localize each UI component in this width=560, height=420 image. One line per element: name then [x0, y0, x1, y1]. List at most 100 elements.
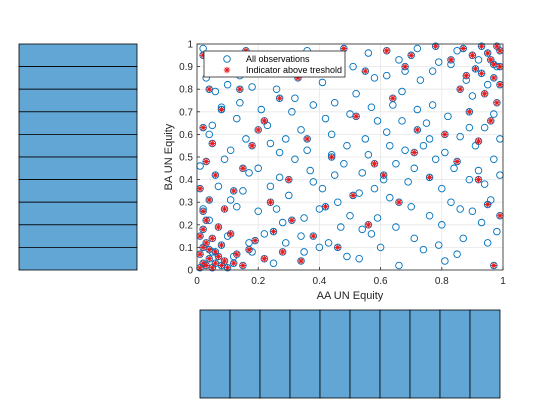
observation-point: [327, 130, 336, 139]
indicator-point: [362, 67, 369, 75]
observation-point: [214, 182, 223, 191]
indicator-point-circle: [389, 94, 397, 102]
indicator-point: [389, 95, 397, 102]
indicator-point: [487, 117, 494, 125]
indicator-point: [460, 45, 467, 52]
indicator-point-circle: [217, 105, 226, 114]
indicator-point: [212, 260, 219, 267]
observation-point: [419, 141, 428, 150]
y-tick-label: 0.1: [179, 243, 193, 254]
indicator-point-circle: [303, 135, 311, 143]
indicator-point: [221, 205, 228, 213]
indicator-point: [490, 61, 498, 68]
observation-point: [401, 146, 409, 154]
bottom-hist-bar: [469, 309, 501, 399]
y-axis-label: BA UN Equity: [163, 123, 175, 190]
legend[interactable]: All observations Indicator above treshol…: [203, 50, 346, 78]
indicator-point-circle: [361, 67, 370, 75]
bottom-marginal-histogram: [199, 309, 501, 399]
observation-point: [364, 150, 373, 159]
observation-point: [306, 166, 314, 175]
observation-point: [456, 205, 464, 213]
indicator-point: [209, 235, 216, 242]
indicator-point-circle: [477, 42, 486, 51]
observation-point: [425, 135, 434, 143]
indicator-point-circle: [410, 148, 419, 157]
left-hist-bar: [18, 201, 138, 226]
observation-point: [223, 80, 232, 89]
indicator-point: [493, 99, 501, 106]
indicator-point: [475, 137, 482, 145]
indicator-point: [267, 199, 274, 206]
indicator-point: [245, 246, 253, 253]
bottom-hist-bar: [199, 309, 231, 399]
observation-point: [303, 146, 311, 154]
indicator-point: [447, 56, 455, 64]
observation-point: [337, 223, 345, 231]
observation-point: [395, 261, 403, 270]
indicator-point-circle: [493, 42, 501, 51]
indicator-point: [279, 248, 286, 256]
y-tick-label: 0.2: [179, 220, 193, 231]
observation-point: [330, 99, 339, 107]
indicator-point: [401, 63, 409, 70]
indicator-point-circle: [202, 216, 210, 225]
x-tick-label: 0.4: [312, 276, 326, 287]
observation-point: [428, 101, 437, 109]
legend-label-indicator: Indicator above treshold: [246, 65, 342, 75]
observation-point: [330, 171, 339, 179]
bottom-hist-bar: [289, 309, 321, 399]
indicator-point-circle: [477, 69, 486, 78]
indicator-point-circle: [425, 173, 434, 182]
observation-point: [404, 178, 412, 186]
y-tick-label: 0.7: [179, 107, 193, 118]
observation-point: [291, 155, 299, 164]
observation-point: [425, 212, 434, 220]
indicator-point-circle: [413, 126, 422, 134]
indicator-point: [303, 135, 311, 143]
indicator-point-circle: [471, 65, 480, 73]
indicator-point: [255, 126, 262, 134]
indicator-point-circle: [229, 187, 238, 195]
indicator-point: [202, 262, 210, 269]
indicator-point: [496, 81, 504, 88]
indicator-point-circle: [202, 157, 210, 166]
indicator-point: [209, 140, 216, 147]
observation-point: [334, 198, 342, 206]
observation-point: [236, 99, 244, 107]
indicator-point: [206, 86, 213, 93]
observation-point: [395, 56, 403, 64]
y-tick-label: 0.6: [179, 130, 193, 141]
y-tick-label: 0: [187, 266, 193, 277]
indicator-point-circle: [275, 94, 284, 102]
observation-point: [392, 160, 400, 168]
indicator-point: [496, 63, 504, 70]
left-hist-bar: [18, 246, 138, 271]
indicator-point-circle: [208, 234, 217, 243]
y-tick-label: 1: [187, 40, 193, 51]
indicator-point: [365, 221, 372, 228]
x-tick-label: 1: [500, 276, 506, 287]
observation-point: [266, 182, 275, 191]
observation-point: [465, 123, 474, 132]
observation-point: [248, 83, 256, 91]
left-marginal-histogram: [18, 43, 138, 271]
indicator-point-circle: [468, 51, 477, 60]
indicator-point-circle: [199, 225, 207, 234]
indicator-point: [233, 250, 240, 258]
indicator-point-circle: [239, 164, 247, 173]
indicator-point: [236, 86, 244, 93]
indicator-point: [239, 262, 247, 269]
indicator-point: [297, 257, 305, 265]
indicator-point: [322, 203, 329, 210]
indicator-point: [199, 226, 207, 233]
indicator-point: [218, 106, 225, 113]
x-axis-ticks: 0 0.2 0.4 0.6 0.8 1: [194, 267, 506, 287]
observation-point: [370, 184, 379, 193]
indicator-point: [441, 131, 449, 138]
legend-asterisk-glyph: [223, 66, 231, 74]
bottom-hist-bar: [409, 309, 441, 399]
observation-point: [468, 207, 477, 215]
indicator-point: [270, 228, 277, 235]
indicator-point-circle: [474, 175, 483, 184]
